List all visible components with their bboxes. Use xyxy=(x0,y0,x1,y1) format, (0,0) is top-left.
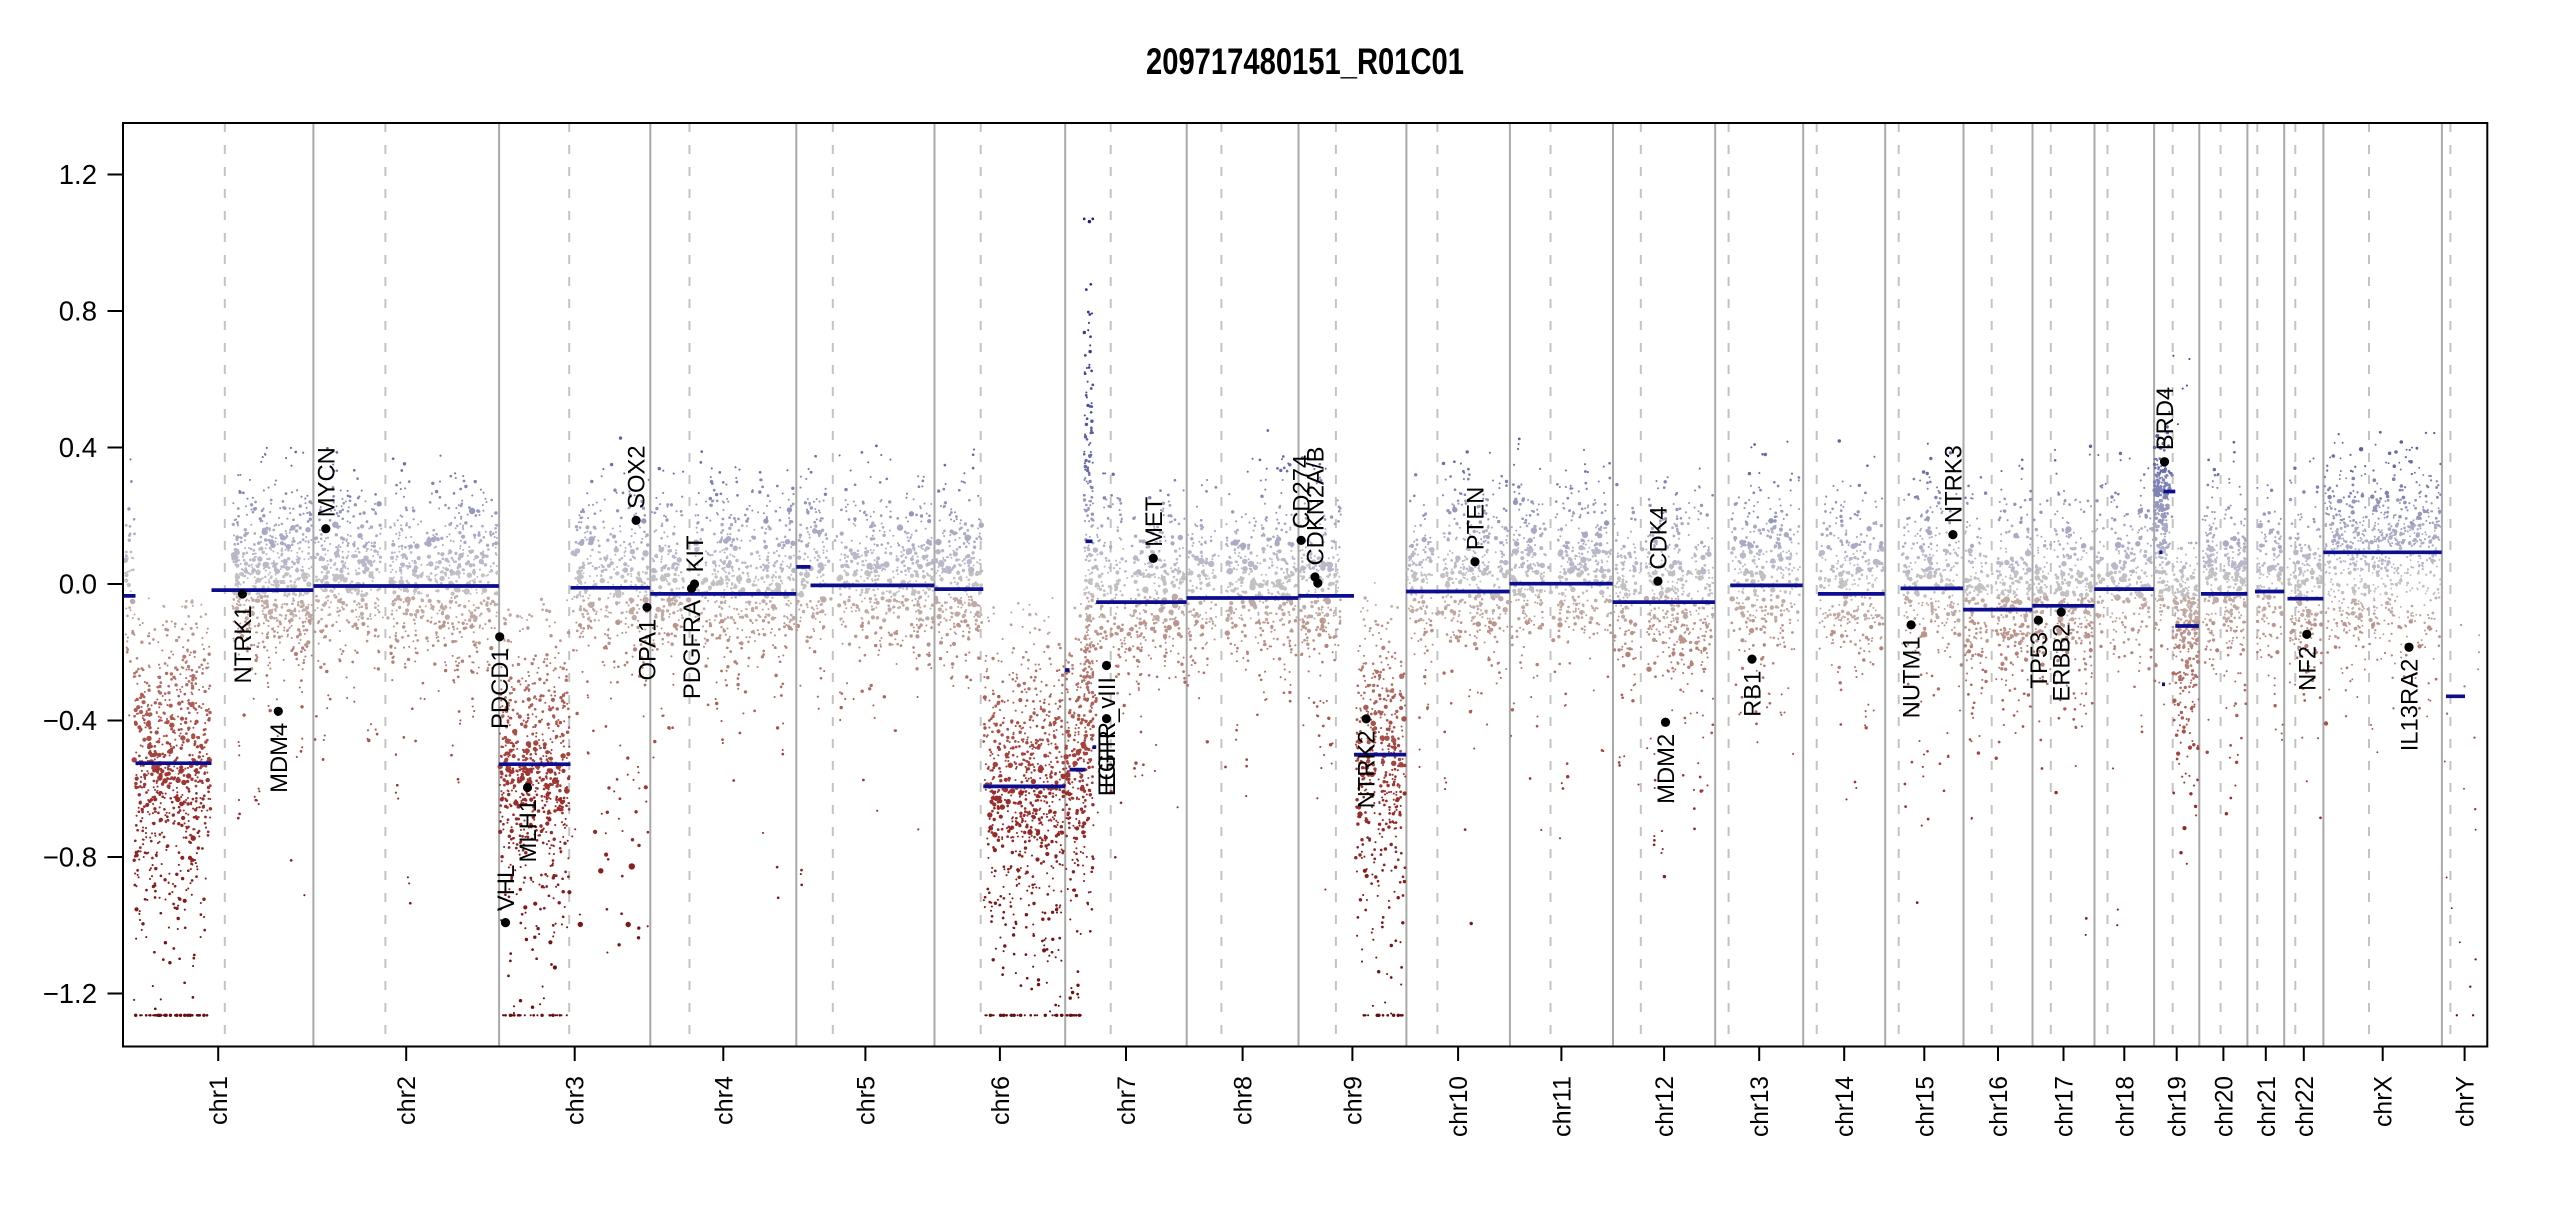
svg-text:MYCN: MYCN xyxy=(313,447,340,517)
svg-text:NTRK1: NTRK1 xyxy=(230,606,257,684)
svg-text:chr17: chr17 xyxy=(2051,1076,2079,1137)
svg-text:chr11: chr11 xyxy=(1548,1076,1576,1137)
svg-text:1.2: 1.2 xyxy=(59,159,97,190)
svg-text:chr7: chr7 xyxy=(1113,1076,1141,1125)
svg-text:chr18: chr18 xyxy=(2111,1076,2139,1137)
svg-text:−0.4: −0.4 xyxy=(43,705,97,736)
svg-text:0.0: 0.0 xyxy=(59,569,97,600)
svg-text:PDCD1: PDCD1 xyxy=(487,648,514,729)
svg-text:chr22: chr22 xyxy=(2291,1076,2319,1137)
svg-text:chr8: chr8 xyxy=(1230,1076,1258,1125)
svg-text:NTRK2: NTRK2 xyxy=(1354,730,1381,808)
svg-text:CD274: CD274 xyxy=(1289,455,1316,529)
svg-text:EGFR_vIII: EGFR_vIII xyxy=(1094,677,1121,788)
svg-text:MDM2: MDM2 xyxy=(1653,734,1680,804)
svg-text:chr3: chr3 xyxy=(562,1076,590,1125)
svg-text:chrY: chrY xyxy=(2452,1076,2480,1127)
svg-text:NF2: NF2 xyxy=(2294,646,2321,691)
svg-text:ERBB2: ERBB2 xyxy=(2049,624,2076,702)
svg-text:BRD4: BRD4 xyxy=(2152,387,2179,450)
svg-text:chr10: chr10 xyxy=(1445,1076,1473,1137)
svg-text:chr6: chr6 xyxy=(987,1076,1015,1125)
svg-text:VHL: VHL xyxy=(493,865,520,911)
svg-text:NUTM1: NUTM1 xyxy=(1899,636,1926,718)
svg-text:chr2: chr2 xyxy=(393,1076,421,1125)
svg-text:chr21: chr21 xyxy=(2253,1076,2281,1137)
svg-text:MET: MET xyxy=(1141,497,1168,547)
svg-text:chr20: chr20 xyxy=(2210,1076,2238,1137)
svg-text:TP53: TP53 xyxy=(2026,632,2053,689)
svg-text:chr15: chr15 xyxy=(1911,1076,1939,1137)
svg-text:PTEN: PTEN xyxy=(1463,487,1490,550)
svg-text:0.8: 0.8 xyxy=(59,296,97,327)
svg-text:RB1: RB1 xyxy=(1740,671,1767,717)
svg-text:chr13: chr13 xyxy=(1746,1076,1774,1137)
svg-text:chr14: chr14 xyxy=(1831,1076,1859,1137)
svg-text:chr12: chr12 xyxy=(1651,1076,1679,1137)
svg-text:0.4: 0.4 xyxy=(59,432,97,463)
svg-text:PDGFRA: PDGFRA xyxy=(679,600,706,699)
svg-text:CDK4: CDK4 xyxy=(1645,506,1672,569)
svg-text:chrX: chrX xyxy=(2370,1076,2398,1127)
svg-text:CDKN2A/B: CDKN2A/B xyxy=(1303,446,1330,565)
svg-text:SOX2: SOX2 xyxy=(624,445,651,509)
svg-text:−0.8: −0.8 xyxy=(43,842,97,873)
svg-text:EGFR: EGFR xyxy=(1094,730,1121,796)
svg-text:OPA1: OPA1 xyxy=(635,619,662,681)
svg-text:−1.2: −1.2 xyxy=(43,978,97,1009)
svg-text:209717480151_R01C01: 209717480151_R01C01 xyxy=(1146,41,1464,82)
svg-text:chr9: chr9 xyxy=(1339,1076,1367,1125)
svg-text:chr1: chr1 xyxy=(205,1076,233,1125)
svg-text:chr16: chr16 xyxy=(1985,1076,2013,1137)
svg-text:MLH1: MLH1 xyxy=(515,799,542,862)
svg-text:IL13RA2: IL13RA2 xyxy=(2397,659,2424,752)
svg-text:chr4: chr4 xyxy=(710,1076,738,1125)
svg-text:NTRK3: NTRK3 xyxy=(1940,445,1967,523)
svg-text:KIT: KIT xyxy=(682,535,709,572)
svg-text:chr19: chr19 xyxy=(2164,1076,2192,1137)
svg-text:chr5: chr5 xyxy=(852,1076,880,1125)
svg-text:MDM4: MDM4 xyxy=(266,723,293,793)
